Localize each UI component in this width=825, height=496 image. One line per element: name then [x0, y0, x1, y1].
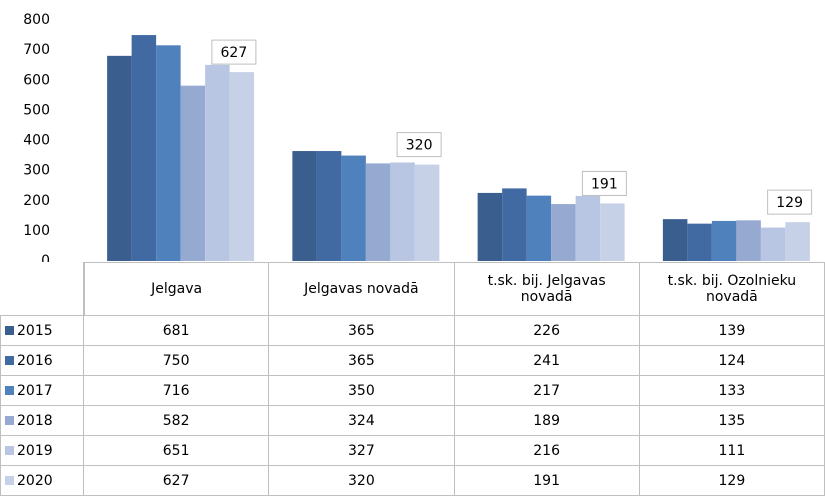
bar — [575, 195, 601, 261]
legend-cell: 2018 — [0, 406, 84, 436]
legend-cell: 2016 — [0, 346, 84, 376]
table-cell: 350 — [269, 376, 455, 406]
y-tick-label: 100 — [23, 223, 50, 239]
bar — [131, 35, 157, 261]
legend-label: 2018 — [17, 412, 53, 429]
table-cell: 226 — [454, 316, 640, 346]
legend-key — [5, 446, 14, 455]
table-cell: 651 — [84, 436, 270, 466]
legend-cell: 2017 — [0, 376, 84, 406]
legend-label: 2020 — [17, 472, 53, 489]
legend-label: 2015 — [17, 322, 53, 339]
data-label-box — [396, 132, 442, 158]
bar — [785, 222, 810, 261]
bar — [477, 192, 503, 261]
table-cell: 627 — [84, 466, 270, 496]
bar — [687, 223, 712, 261]
table-corner — [0, 262, 84, 316]
y-tick-label: 200 — [23, 193, 50, 209]
y-tick-label: 0 — [41, 253, 50, 262]
table-cell: 365 — [269, 316, 455, 346]
table-cell: 324 — [269, 406, 455, 436]
bar — [205, 64, 230, 261]
table-cell: 111 — [639, 436, 825, 466]
bar — [292, 151, 317, 261]
bar — [341, 155, 366, 261]
data-label-box — [211, 39, 257, 65]
table-cell: 320 — [269, 466, 455, 496]
data-label: 129 — [776, 195, 803, 211]
plot: 0 100 200 300 400 500 600 700 800 627 320 191 129 — [23, 12, 813, 262]
legend-label: 2019 — [17, 442, 53, 459]
bar — [736, 220, 761, 261]
y-tick-label: 800 — [23, 12, 50, 28]
legend-key — [5, 356, 14, 365]
table-cell: 135 — [639, 406, 825, 436]
table-cell: 189 — [454, 406, 640, 436]
legend-cell: 2019 — [0, 436, 84, 466]
table-cell: 217 — [454, 376, 640, 406]
bar — [600, 203, 625, 261]
y-tick-label: 500 — [23, 102, 50, 118]
table-header: t.sk. bij. Ozolnieku novadā — [639, 262, 825, 316]
data-label-box — [767, 189, 813, 215]
bar — [502, 188, 527, 261]
table-cell: 716 — [84, 376, 270, 406]
legend-label: 2016 — [17, 352, 53, 369]
table-cell: 327 — [269, 436, 455, 466]
legend-key — [5, 326, 14, 335]
data-label: 320 — [406, 138, 433, 154]
bar — [760, 227, 786, 261]
table-cell: 216 — [454, 436, 640, 466]
y-tick-label: 400 — [23, 133, 50, 149]
data-label-box — [581, 170, 627, 196]
table-cell: 133 — [639, 376, 825, 406]
table-cell: 124 — [639, 346, 825, 376]
table-cell: 191 — [454, 466, 640, 496]
y-tick-label: 600 — [23, 72, 50, 88]
bar — [551, 204, 576, 261]
bar — [316, 151, 342, 261]
bar — [229, 72, 255, 262]
table-cell: 750 — [84, 346, 270, 376]
y-tick-label: 700 — [23, 42, 50, 58]
legend-label: 2017 — [17, 382, 53, 399]
bar — [711, 220, 737, 261]
legend-key — [5, 476, 14, 485]
table-cell: 241 — [454, 346, 640, 376]
table-cell: 365 — [269, 346, 455, 376]
bar — [180, 85, 206, 261]
table-cell: 129 — [639, 466, 825, 496]
y-tick-label: 300 — [23, 163, 50, 179]
legend-key — [5, 416, 14, 425]
data-label: 191 — [591, 176, 618, 192]
table-cell: 139 — [639, 316, 825, 346]
bar — [390, 162, 415, 261]
bar — [156, 45, 181, 262]
bar — [662, 219, 688, 261]
table-header: t.sk. bij. Jelgavas novadā — [454, 262, 640, 316]
bar — [365, 163, 391, 261]
table-cell: 582 — [84, 406, 270, 436]
table-header: Jelgavas novadā — [269, 262, 455, 316]
legend-cell: 2020 — [0, 466, 84, 496]
legend-key — [5, 386, 14, 395]
table-header: Jelgava — [84, 262, 270, 316]
legend-cell: 2015 — [0, 316, 84, 346]
bar — [414, 164, 440, 261]
bar — [107, 55, 132, 261]
bar — [526, 195, 552, 261]
data-label: 627 — [221, 45, 248, 61]
table-cell: 681 — [84, 316, 270, 346]
